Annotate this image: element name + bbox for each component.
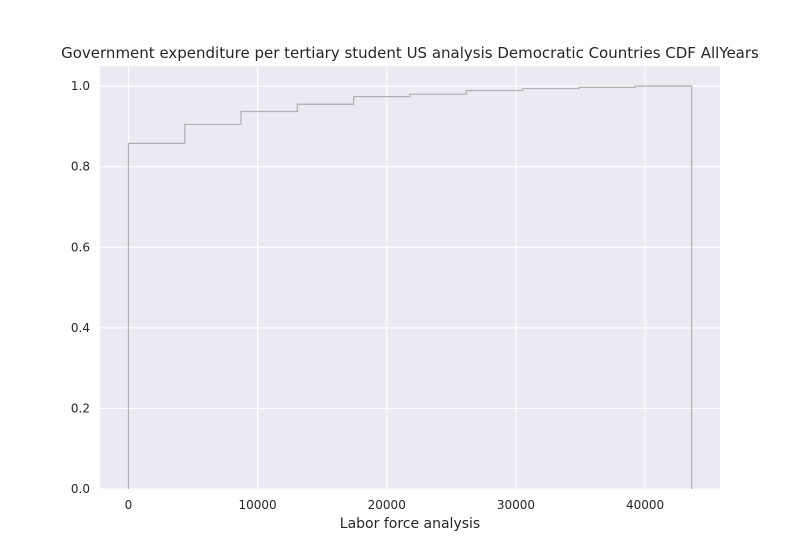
y-axis-ticks: 0.0 0.2 0.4 0.6 0.8 1.0 (71, 79, 90, 496)
x-tick-label: 30000 (497, 498, 535, 512)
x-tick-label: 0 (125, 498, 133, 512)
grid-lines (100, 66, 720, 490)
x-axis-ticks: 0 10000 20000 30000 40000 (125, 498, 665, 512)
chart-title: Government expenditure per tertiary stud… (61, 44, 759, 62)
plot-area (100, 66, 720, 489)
y-tick-label: 0.0 (71, 482, 90, 496)
y-tick-label: 0.4 (71, 321, 90, 335)
y-tick-label: 0.6 (71, 240, 90, 254)
y-tick-label: 0.2 (71, 401, 90, 415)
x-axis-label: Labor force analysis (340, 516, 480, 532)
y-tick-label: 0.8 (71, 160, 90, 174)
cdf-series-line (127, 85, 693, 489)
y-tick-label: 1.0 (71, 79, 90, 93)
x-tick-label: 20000 (368, 498, 406, 512)
x-tick-label: 40000 (626, 498, 664, 512)
x-tick-label: 10000 (238, 498, 276, 512)
